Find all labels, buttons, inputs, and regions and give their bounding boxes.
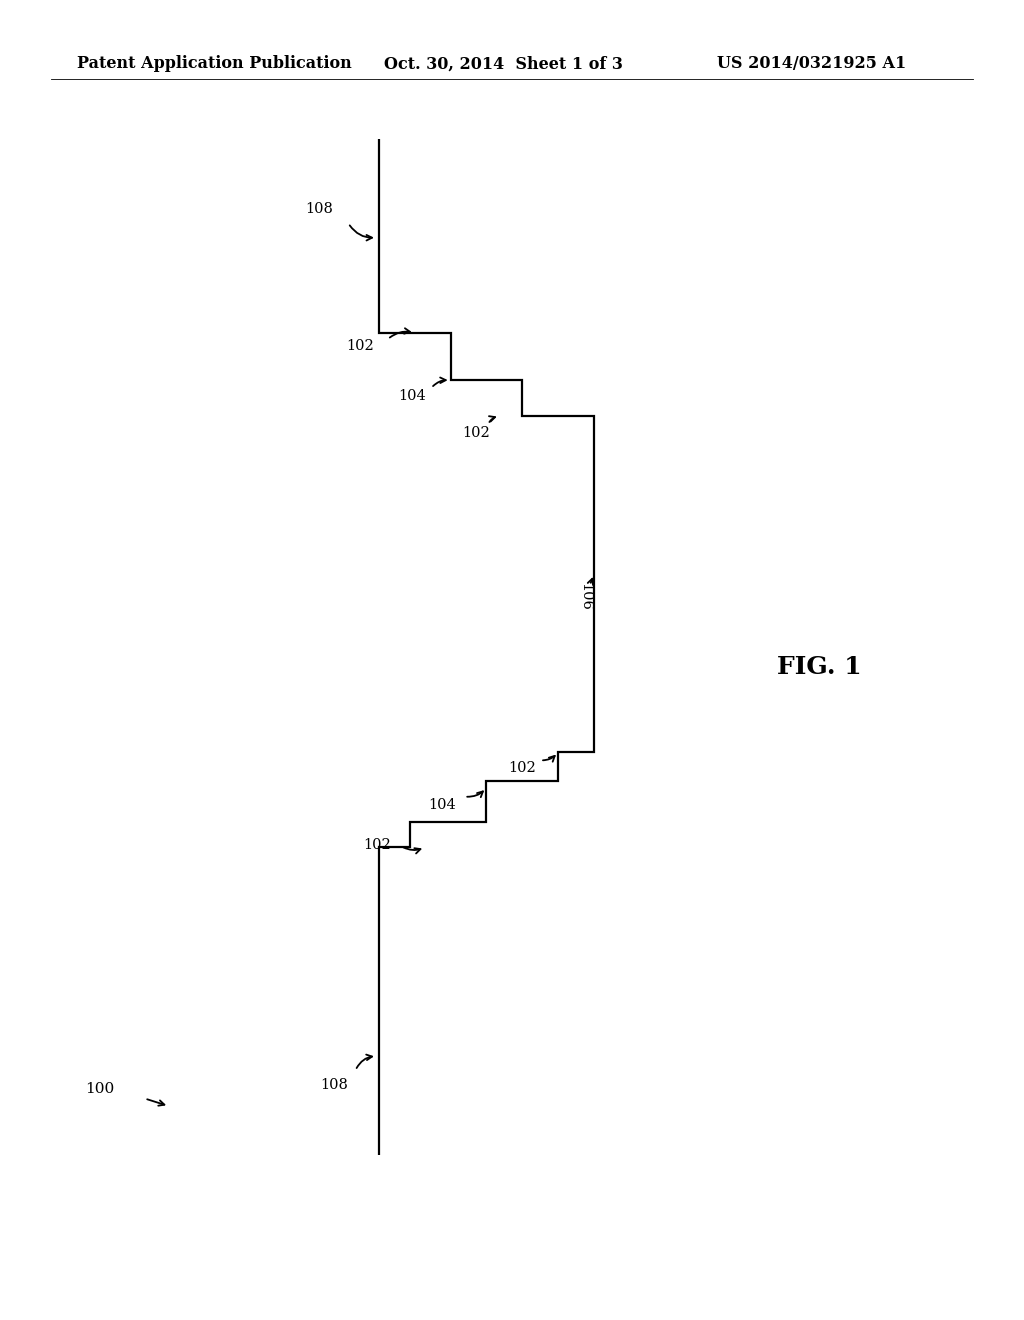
Text: 102: 102 [362,838,391,851]
Text: US 2014/0321925 A1: US 2014/0321925 A1 [717,55,906,73]
Text: 102: 102 [508,762,537,775]
Text: 108: 108 [305,202,334,215]
Text: 104: 104 [397,389,426,403]
Text: Patent Application Publication: Patent Application Publication [77,55,351,73]
Text: 102: 102 [462,426,490,440]
Text: Oct. 30, 2014  Sheet 1 of 3: Oct. 30, 2014 Sheet 1 of 3 [384,55,623,73]
Text: 100: 100 [85,1082,115,1096]
Text: 104: 104 [428,799,457,812]
Text: 106: 106 [579,582,593,611]
Text: 108: 108 [319,1078,348,1092]
Text: FIG. 1: FIG. 1 [777,655,861,678]
Text: 102: 102 [346,339,375,352]
